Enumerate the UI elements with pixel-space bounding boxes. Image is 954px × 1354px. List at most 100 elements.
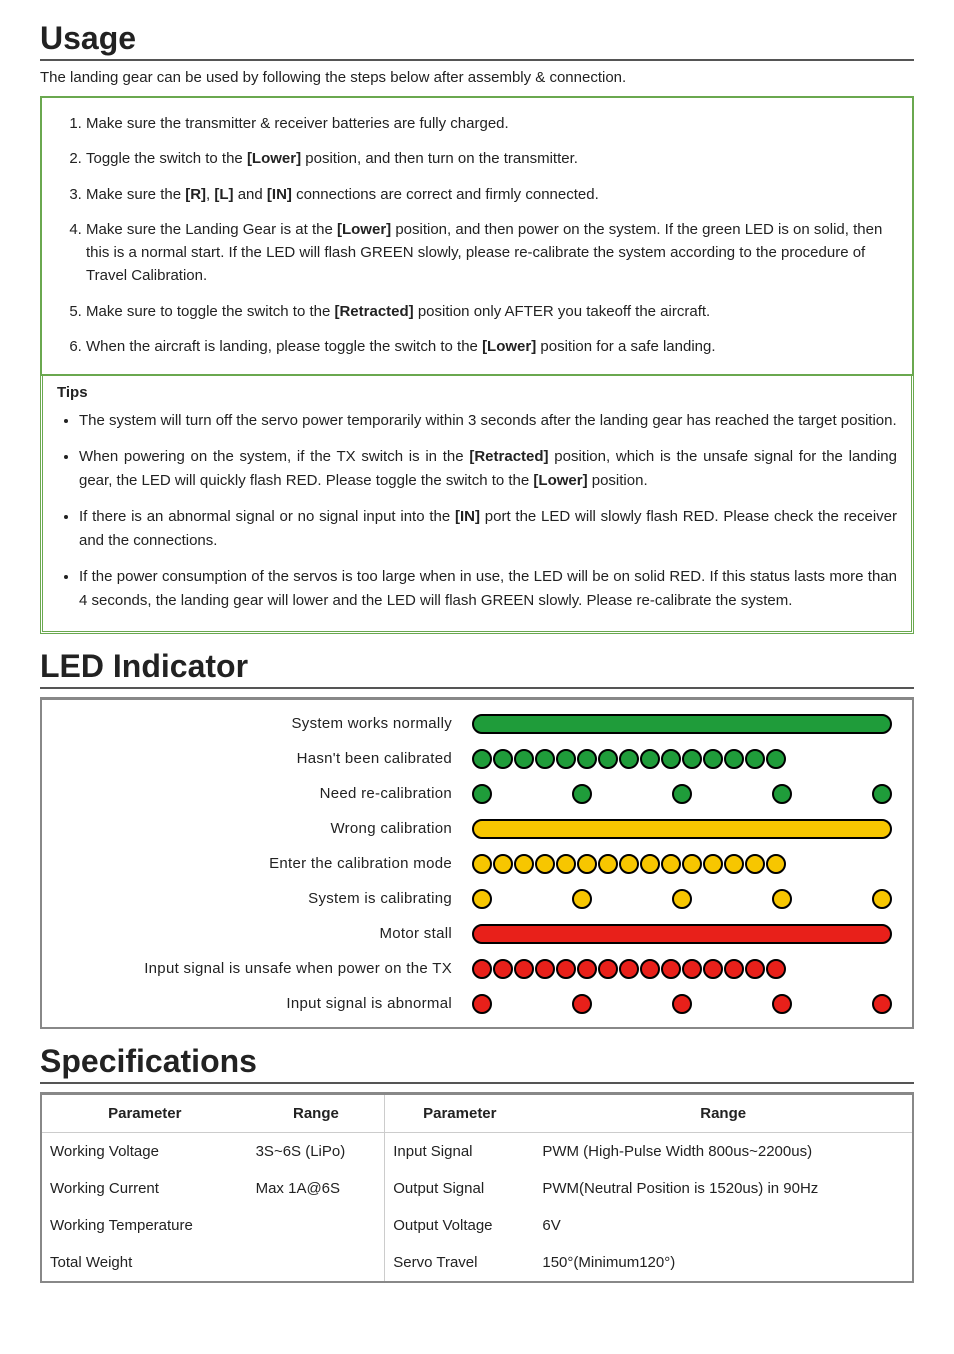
spec-row: Total WeightServo Travel150°(Minimum120°… xyxy=(41,1244,913,1282)
led-dot xyxy=(472,854,492,874)
led-row-label: Wrong calibration xyxy=(48,811,452,846)
led-row-vis xyxy=(472,986,892,1021)
led-dot xyxy=(766,749,786,769)
spec-header: Parameter xyxy=(385,1094,535,1133)
led-dot xyxy=(472,784,492,804)
led-dot xyxy=(577,854,597,874)
led-dot xyxy=(703,854,723,874)
led-dot xyxy=(672,994,692,1014)
led-row-label: Input signal is unsafe when power on the… xyxy=(48,951,452,986)
spec-cell: 3S~6S (LiPo) xyxy=(248,1133,385,1171)
led-dots xyxy=(472,889,892,909)
led-dot xyxy=(535,959,555,979)
led-dot xyxy=(472,959,492,979)
led-dot xyxy=(472,994,492,1014)
led-dot xyxy=(577,749,597,769)
led-dots xyxy=(472,994,892,1014)
led-dot xyxy=(514,854,534,874)
led-bar xyxy=(472,819,892,839)
led-dot xyxy=(703,749,723,769)
led-row-vis xyxy=(472,951,892,986)
led-dot xyxy=(682,959,702,979)
led-dot xyxy=(772,889,792,909)
steps-box: Make sure the transmitter & receiver bat… xyxy=(40,96,914,376)
led-row-label: Hasn't been calibrated xyxy=(48,741,452,776)
led-dots xyxy=(472,959,892,979)
led-dot xyxy=(514,749,534,769)
led-dot xyxy=(745,959,765,979)
led-dot xyxy=(682,854,702,874)
led-dot xyxy=(872,994,892,1014)
spec-row: Working Voltage3S~6S (LiPo)Input SignalP… xyxy=(41,1133,913,1171)
led-row-vis xyxy=(472,916,892,951)
spec-header: Parameter xyxy=(41,1094,248,1133)
led-dots xyxy=(472,784,892,804)
led-dot xyxy=(572,889,592,909)
spec-row: Working CurrentMax 1A@6SOutput SignalPWM… xyxy=(41,1170,913,1207)
spec-cell: Output Voltage xyxy=(385,1207,535,1244)
spec-cell: PWM(Neutral Position is 1520us) in 90Hz xyxy=(534,1170,913,1207)
led-dot xyxy=(661,854,681,874)
spec-cell: Output Signal xyxy=(385,1170,535,1207)
led-dot xyxy=(682,749,702,769)
spec-cell: Max 1A@6S xyxy=(248,1170,385,1207)
led-dot xyxy=(766,854,786,874)
spec-cell xyxy=(248,1207,385,1244)
tips-list: The system will turn off the servo power… xyxy=(49,405,905,621)
led-dot xyxy=(572,994,592,1014)
steps-list: Make sure the transmitter & receiver bat… xyxy=(48,106,906,364)
led-dot xyxy=(598,749,618,769)
led-dot xyxy=(640,854,660,874)
led-row-vis xyxy=(472,706,892,741)
spec-cell: Working Voltage xyxy=(41,1133,248,1171)
spec-cell: Servo Travel xyxy=(385,1244,535,1282)
led-dot xyxy=(619,854,639,874)
led-dots xyxy=(472,854,892,874)
spec-cell: Working Current xyxy=(41,1170,248,1207)
led-dot xyxy=(661,959,681,979)
spec-row: Working TemperatureOutput Voltage6V xyxy=(41,1207,913,1244)
led-dot xyxy=(872,889,892,909)
spec-header: Range xyxy=(248,1094,385,1133)
spec-cell: Total Weight xyxy=(41,1244,248,1282)
led-row-vis xyxy=(472,846,892,881)
led-dot xyxy=(556,749,576,769)
led-dot xyxy=(556,959,576,979)
usage-title: Usage xyxy=(40,20,914,61)
led-bar xyxy=(472,924,892,944)
led-row-label: System works normally xyxy=(48,706,452,741)
led-dot xyxy=(672,889,692,909)
led-dot xyxy=(619,959,639,979)
led-dot xyxy=(577,959,597,979)
spec-cell xyxy=(248,1244,385,1282)
led-row-vis xyxy=(472,811,892,846)
led-dot xyxy=(493,749,513,769)
led-dot xyxy=(472,749,492,769)
tip-item: When powering on the system, if the TX s… xyxy=(79,441,905,501)
tips-box: Tips The system will turn off the servo … xyxy=(40,374,914,634)
led-dot xyxy=(872,784,892,804)
led-row-label: Need re-calibration xyxy=(48,776,452,811)
led-dot xyxy=(556,854,576,874)
led-dots xyxy=(472,749,892,769)
led-dot xyxy=(598,959,618,979)
step-item: When the aircraft is landing, please tog… xyxy=(86,329,906,364)
led-dot xyxy=(772,994,792,1014)
step-item: Make sure the Landing Gear is at the [Lo… xyxy=(86,212,906,294)
tips-label: Tips xyxy=(49,378,905,405)
led-dot xyxy=(640,959,660,979)
led-dot xyxy=(661,749,681,769)
spec-cell: Input Signal xyxy=(385,1133,535,1171)
led-dot xyxy=(493,959,513,979)
spec-cell: PWM (High-Pulse Width 800us~2200us) xyxy=(534,1133,913,1171)
tip-item: The system will turn off the servo power… xyxy=(79,405,905,441)
led-dot xyxy=(598,854,618,874)
led-dot xyxy=(724,854,744,874)
led-row-vis xyxy=(472,881,892,916)
tip-item: If the power consumption of the servos i… xyxy=(79,561,905,621)
spec-header: Range xyxy=(534,1094,913,1133)
led-dot xyxy=(724,959,744,979)
step-item: Make sure the [R], [L] and [IN] connecti… xyxy=(86,177,906,212)
led-dot xyxy=(572,784,592,804)
led-bar xyxy=(472,714,892,734)
